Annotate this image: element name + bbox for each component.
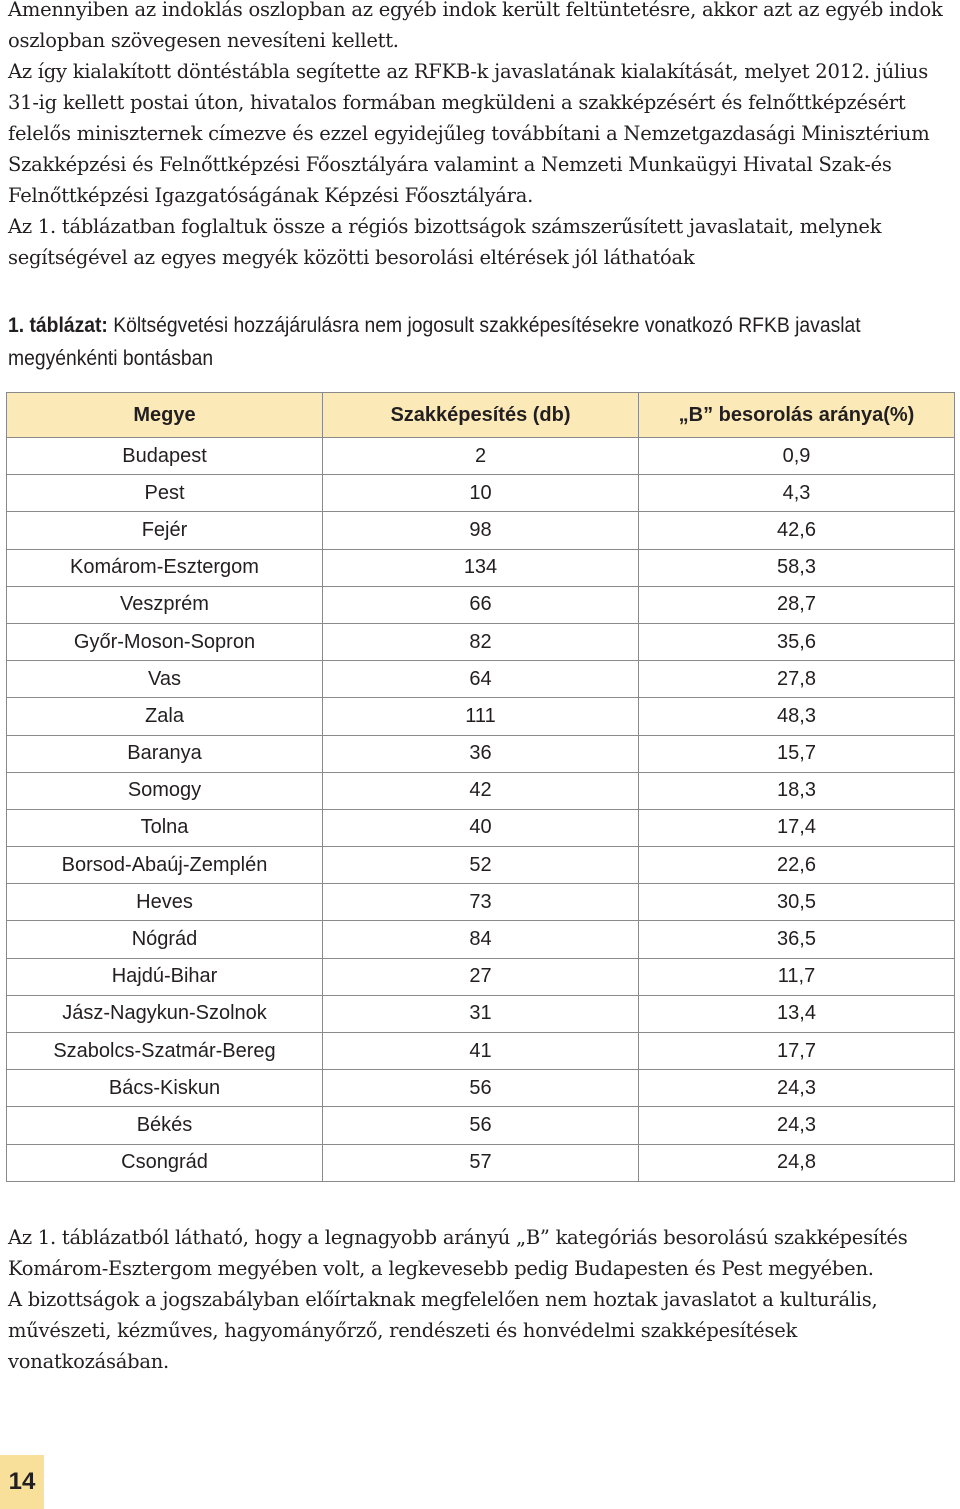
cell-county: Győr-Moson-Sopron: [6, 622, 323, 662]
table-row: Veszprém 66 28,7: [6, 585, 955, 624]
cell-county: Heves: [6, 883, 323, 922]
cell-qualifications: 134: [322, 548, 639, 587]
table-row: Csongrád 57 24,8: [6, 1143, 955, 1182]
table-row: Győr-Moson-Sopron 82 35,6: [6, 622, 955, 662]
cell-qualifications: 31: [322, 994, 639, 1034]
cell-b-ratio: 24,8: [638, 1143, 955, 1182]
table-caption-text: Költségvetési hozzájárulásra nem jogosul…: [8, 314, 861, 370]
table-caption-label: 1. táblázat:: [8, 314, 108, 337]
cell-county: Komárom-Esztergom: [6, 548, 323, 587]
cell-county: Tolna: [6, 808, 323, 848]
cell-b-ratio: 15,7: [638, 734, 955, 773]
table-row: Baranya 36 15,7: [6, 734, 955, 773]
table-row: Fejér 98 42,6: [6, 511, 955, 550]
table-header-row: Megye Szakképesítés (db) „B” besorolás a…: [6, 392, 955, 438]
cell-qualifications: 56: [322, 1106, 639, 1145]
cell-qualifications: 42: [322, 771, 639, 810]
table-row: Zala 111 48,3: [6, 697, 955, 736]
table-row: Budapest 2 0,9: [6, 436, 955, 476]
cell-county: Szabolcs-Szatmár-Bereg: [6, 1031, 323, 1071]
header-b-ratio: „B” besorolás aránya(%): [638, 392, 955, 438]
cell-qualifications: 57: [322, 1143, 639, 1182]
table-row: Hajdú-Bihar 27 11,7: [6, 957, 955, 996]
cell-qualifications: 64: [322, 660, 639, 699]
cell-qualifications: 36: [322, 734, 639, 773]
cell-b-ratio: 4,3: [638, 474, 955, 513]
cell-b-ratio: 22,6: [638, 846, 955, 885]
cell-b-ratio: 17,4: [638, 808, 955, 848]
cell-qualifications: 56: [322, 1069, 639, 1108]
cell-qualifications: 2: [322, 436, 639, 476]
table-body: Budapest 2 0,9 Pest 10 4,3 Fejér 98 42,6 Komárom-…: [6, 436, 955, 1182]
cell-b-ratio: 24,3: [638, 1069, 955, 1108]
cell-qualifications: 111: [322, 697, 639, 736]
cell-county: Vas: [6, 660, 323, 699]
cell-county: Somogy: [6, 771, 323, 810]
table-row: Békés 56 24,3: [6, 1106, 955, 1145]
cell-qualifications: 41: [322, 1031, 639, 1071]
cell-county: Fejér: [6, 511, 323, 550]
cell-qualifications: 73: [322, 883, 639, 922]
outro-paragraphs: Az 1. táblázatból látható, hogy a legnag…: [8, 1226, 908, 1373]
table-caption: 1. táblázat: Költségvetési hozzájárulásr…: [8, 309, 952, 375]
table-row: Somogy 42 18,3: [6, 771, 955, 810]
page-number: 14: [0, 1455, 44, 1509]
header-county: Megye: [6, 392, 323, 438]
cell-b-ratio: 24,3: [638, 1106, 955, 1145]
cell-county: Jász-Nagykun-Szolnok: [6, 994, 323, 1034]
table-row: Borsod-Abaúj-Zemplén 52 22,6: [6, 846, 955, 885]
cell-county: Csongrád: [6, 1143, 323, 1182]
cell-county: Veszprém: [6, 585, 323, 624]
cell-county: Zala: [6, 697, 323, 736]
cell-county: Bács-Kiskun: [6, 1069, 323, 1108]
cell-b-ratio: 27,8: [638, 660, 955, 699]
table-row: Komárom-Esztergom 134 58,3: [6, 548, 955, 587]
cell-b-ratio: 17,7: [638, 1031, 955, 1071]
cell-b-ratio: 13,4: [638, 994, 955, 1034]
cell-qualifications: 82: [322, 622, 639, 662]
cell-b-ratio: 58,3: [638, 548, 955, 587]
cell-county: Borsod-Abaúj-Zemplén: [6, 846, 323, 885]
cell-qualifications: 10: [322, 474, 639, 513]
cell-county: Pest: [6, 474, 323, 513]
cell-county: Hajdú-Bihar: [6, 957, 323, 996]
table-row: Jász-Nagykun-Szolnok 31 13,4: [6, 994, 955, 1034]
table-row: Vas 64 27,8: [6, 660, 955, 699]
table-row: Tolna 40 17,4: [6, 808, 955, 848]
cell-qualifications: 27: [322, 957, 639, 996]
table-row: Szabolcs-Szatmár-Bereg 41 17,7: [6, 1031, 955, 1071]
cell-b-ratio: 0,9: [638, 436, 955, 476]
cell-b-ratio: 28,7: [638, 585, 955, 624]
table-row: Heves 73 30,5: [6, 883, 955, 922]
cell-county: Nógrád: [6, 920, 323, 959]
cell-county: Budapest: [6, 436, 323, 476]
cell-qualifications: 84: [322, 920, 639, 959]
cell-qualifications: 66: [322, 585, 639, 624]
intro-paragraphs: Amennyiben az indoklás oszlopban az egyé…: [8, 0, 943, 269]
cell-county: Baranya: [6, 734, 323, 773]
cell-b-ratio: 11,7: [638, 957, 955, 996]
cell-b-ratio: 18,3: [638, 771, 955, 810]
cell-b-ratio: 30,5: [638, 883, 955, 922]
county-table: Megye Szakképesítés (db) „B” besorolás a…: [6, 392, 955, 1182]
table-row: Bács-Kiskun 56 24,3: [6, 1069, 955, 1108]
table-row: Nógrád 84 36,5: [6, 920, 955, 959]
cell-county: Békés: [6, 1106, 323, 1145]
cell-qualifications: 52: [322, 846, 639, 885]
table-row: Pest 10 4,3: [6, 474, 955, 513]
cell-b-ratio: 48,3: [638, 697, 955, 736]
cell-b-ratio: 36,5: [638, 920, 955, 959]
cell-b-ratio: 35,6: [638, 622, 955, 662]
cell-b-ratio: 42,6: [638, 511, 955, 550]
cell-qualifications: 40: [322, 808, 639, 848]
cell-qualifications: 98: [322, 511, 639, 550]
header-qualifications: Szakképesítés (db): [322, 392, 639, 438]
